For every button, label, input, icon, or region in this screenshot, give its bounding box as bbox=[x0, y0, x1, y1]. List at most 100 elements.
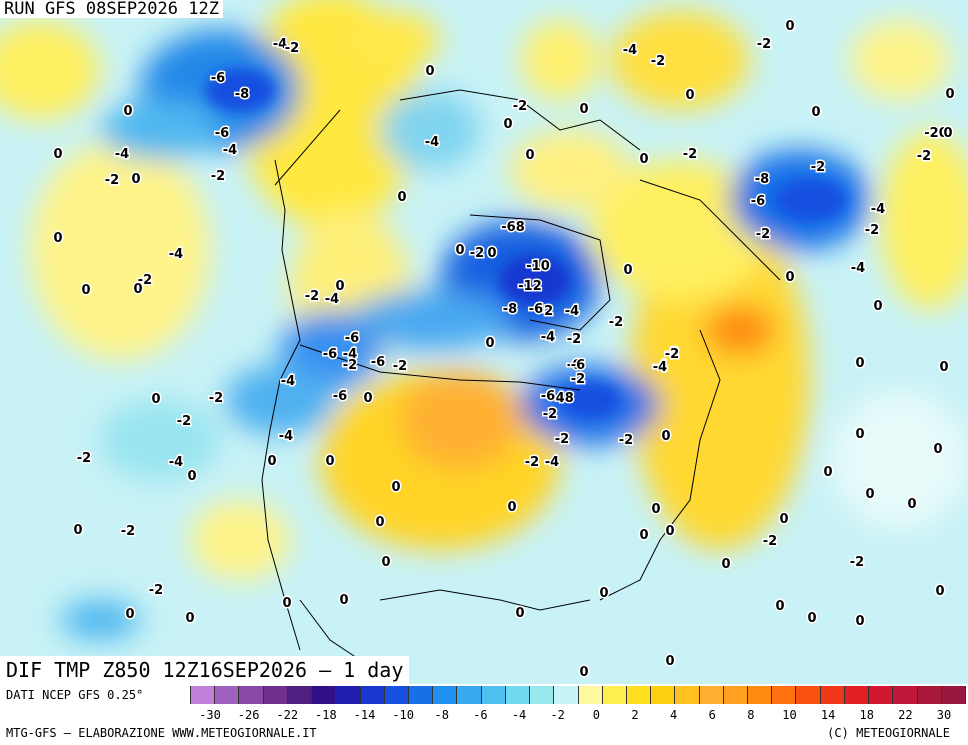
legend-tick-label: -18 bbox=[315, 708, 337, 722]
legend-swatch bbox=[748, 686, 773, 704]
legend-swatch bbox=[651, 686, 676, 704]
legend-tick-label: -14 bbox=[353, 708, 376, 722]
contour-label: -8 bbox=[235, 87, 249, 102]
contour-label: 0 bbox=[515, 606, 524, 621]
contour-label: -2 bbox=[105, 173, 119, 188]
legend-tick-label: 4 bbox=[669, 708, 678, 722]
contour-label: -4 bbox=[223, 143, 237, 158]
legend-swatch bbox=[263, 686, 288, 704]
contour-label: -6 bbox=[215, 126, 229, 141]
contour-label: 0 bbox=[823, 465, 832, 480]
contour-label: -4 bbox=[279, 429, 293, 444]
contour-label: 0 bbox=[721, 557, 730, 572]
contour-label: 0 bbox=[873, 299, 882, 314]
legend-swatch bbox=[772, 686, 797, 704]
us-canada-border bbox=[299, 344, 581, 391]
contour-label: -2 bbox=[651, 54, 665, 69]
arctic-islands bbox=[399, 89, 641, 151]
legend-swatch bbox=[917, 686, 942, 704]
contour-label: -4 bbox=[623, 43, 637, 58]
legend-swatch bbox=[360, 686, 385, 704]
contour-label: 0 bbox=[123, 104, 132, 119]
legend-swatch bbox=[190, 686, 216, 704]
contour-label: -2 bbox=[917, 149, 931, 164]
contour-label: -2 bbox=[811, 160, 825, 175]
contour-label: 0 bbox=[933, 442, 942, 457]
contour-label: 0 bbox=[81, 283, 90, 298]
contour-label: 0 bbox=[391, 480, 400, 495]
contour-label: -10 bbox=[526, 259, 550, 274]
contour-label: 0 bbox=[53, 231, 62, 246]
legend-tick-label: -10 bbox=[392, 708, 414, 722]
contour-label: -6 bbox=[333, 389, 347, 404]
credit-label: MTG-GFS – ELABORAZIONE WWW.METEOGIORNALE… bbox=[6, 726, 317, 740]
contour-label: -4 bbox=[169, 455, 183, 470]
contour-label: -8 bbox=[755, 172, 769, 187]
data-source-label: DATI NCEP GFS 0.25° bbox=[6, 688, 144, 702]
contour-label: 0 bbox=[785, 270, 794, 285]
contour-label: 0 bbox=[599, 586, 608, 601]
contour-label: 0 bbox=[623, 263, 632, 278]
contour-label: -2 bbox=[757, 37, 771, 52]
contour-label: -2 bbox=[285, 41, 299, 56]
legend-swatch bbox=[433, 686, 458, 704]
contour-label: -2 bbox=[763, 534, 777, 549]
contour-label: 0 bbox=[503, 117, 512, 132]
legend-swatch bbox=[893, 686, 918, 704]
legend-swatch bbox=[820, 686, 845, 704]
contour-label: 0 bbox=[151, 392, 160, 407]
contour-label: -6 bbox=[323, 347, 337, 362]
legend-tick-label: 30 bbox=[936, 708, 952, 722]
legend-tick-label: 18 bbox=[859, 708, 874, 722]
contour-label: -4 bbox=[425, 135, 439, 150]
contour-label: 0 bbox=[579, 665, 588, 680]
contour-label: -20 bbox=[924, 126, 948, 141]
contour-label: -4 bbox=[281, 374, 295, 389]
contour-label: 0 bbox=[685, 88, 694, 103]
legend-swatch bbox=[796, 686, 821, 704]
contour-label: 0 bbox=[397, 190, 406, 205]
contour-label: -2 bbox=[756, 227, 770, 242]
legend-swatch bbox=[336, 686, 361, 704]
contour-label: -2 bbox=[209, 391, 223, 406]
legend-swatch bbox=[505, 686, 531, 704]
contour-label: 0 bbox=[943, 126, 952, 141]
labrador-coast bbox=[639, 179, 781, 281]
legend-swatch bbox=[602, 686, 627, 704]
coastlines bbox=[261, 89, 781, 681]
gulf-coast-line bbox=[379, 589, 591, 611]
contour-label: 0 bbox=[639, 152, 648, 167]
contour-label: -2 bbox=[525, 455, 539, 470]
contour-label: -4 bbox=[565, 304, 579, 319]
legend-tick-label: -2 bbox=[550, 708, 565, 722]
legend-tick-label: -8 bbox=[434, 708, 450, 722]
contour-label: -2 bbox=[539, 304, 553, 319]
legend-swatch bbox=[578, 686, 603, 704]
contour-label: 0 bbox=[363, 391, 372, 406]
legend-swatch bbox=[530, 686, 555, 704]
contour-label: -4 bbox=[653, 359, 667, 374]
contour-label: 0 bbox=[485, 336, 494, 351]
contour-label: -6 bbox=[571, 358, 585, 373]
contour-label: 0 bbox=[811, 105, 820, 120]
temperature-anomaly-map: -6-8-4-20-6-4-4-200 -20-40 0-2 0-2 -4-6-4-6-… bbox=[0, 0, 968, 684]
contour-label: 0 bbox=[775, 599, 784, 614]
contour-label: -2 bbox=[665, 347, 679, 362]
legend-tick-label: -26 bbox=[237, 708, 260, 722]
legend-tick-label: 14 bbox=[820, 708, 836, 722]
legend-swatch bbox=[554, 686, 579, 704]
legend-swatch bbox=[481, 686, 506, 704]
legend-swatch bbox=[384, 686, 409, 704]
legend-tick-label: 0 bbox=[592, 708, 600, 722]
contour-label: -4 bbox=[545, 455, 559, 470]
contour-label: -2 bbox=[138, 273, 152, 288]
copyright-label: (C) METEOGIORNALE bbox=[827, 726, 950, 740]
contour-label: 0 bbox=[185, 611, 194, 626]
contour-label: -2 bbox=[543, 407, 557, 422]
contour-label: 0 bbox=[525, 148, 534, 163]
contour-label: -2 bbox=[393, 359, 407, 374]
contour-label: 0 bbox=[335, 279, 344, 294]
anomaly-fill bbox=[0, 0, 968, 640]
legend-swatch bbox=[699, 686, 724, 704]
legend-swatch bbox=[675, 686, 700, 704]
